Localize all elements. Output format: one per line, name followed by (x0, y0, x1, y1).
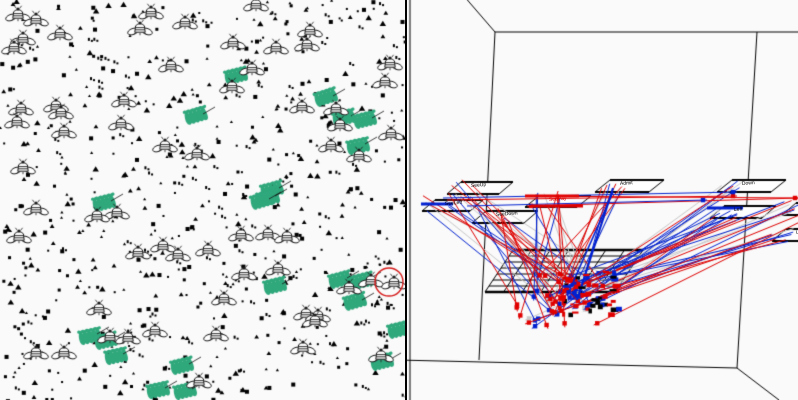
agent-simulation-canvas[interactable] (0, 0, 405, 400)
agent-simulation-panel[interactable] (0, 0, 405, 400)
transition-graph-panel[interactable]: SeeUpSeeLeftSeeDownSeePayAdmitDownLeftRi… (407, 0, 798, 400)
transition-graph-canvas[interactable] (407, 0, 798, 400)
panel-divider (405, 0, 407, 400)
